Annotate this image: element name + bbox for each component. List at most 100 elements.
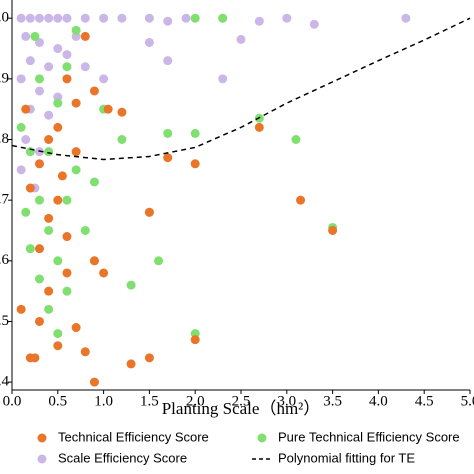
legend-label: Scale Efficiency Score [58,450,187,465]
y-tick-label: 0.8 [0,131,9,147]
point [254,16,264,26]
y-tick-label: 0.4 [0,374,10,390]
point [296,195,306,205]
point [80,62,90,72]
point [328,225,338,235]
point [16,13,26,23]
point [57,171,67,181]
point [99,13,109,23]
point [190,335,200,345]
point [62,195,72,205]
point [144,13,154,23]
point [71,165,81,175]
point [16,165,26,175]
x-axis-title: Planting Scale（hm²） [162,399,321,418]
point [163,153,173,163]
x-tick-label: 5.0 [461,393,474,409]
point [30,31,40,41]
point [282,13,292,23]
x-tick-label: 3.0 [277,393,296,409]
point [144,37,154,47]
point [154,256,164,266]
point [53,122,63,132]
point [62,62,72,72]
point [30,353,40,363]
legend-label: Pure Technical Efficiency Score [278,429,460,444]
point [80,13,90,23]
point [34,86,44,96]
y-tick-label: 0.7 [0,192,10,208]
point [25,244,35,254]
point [99,74,109,84]
point [16,122,26,132]
x-tick-label: 1.0 [94,393,113,409]
point [44,225,54,235]
legend-label: Technical Efficiency Score [58,429,209,444]
point [34,74,44,84]
point [25,13,35,23]
point [21,207,31,217]
point [163,56,173,66]
y-tick-label: 1.0 [0,10,9,26]
point [218,13,228,23]
x-tick-label: 2.5 [232,393,251,409]
point [53,44,63,54]
point [309,19,319,29]
legend-swatch [37,433,47,443]
point [21,135,31,145]
point [34,244,44,254]
point [126,359,136,369]
x-tick-label: 1.5 [140,393,159,409]
point [163,128,173,138]
point [126,280,136,290]
x-tick-label: 2.0 [186,393,205,409]
point [254,122,264,132]
point [89,86,99,96]
point [44,110,54,120]
point [21,104,31,114]
point [53,98,63,108]
point [117,13,127,23]
point [34,195,44,205]
point [218,74,228,84]
point [144,207,154,217]
y-tick-label: 0.6 [0,252,10,268]
point [117,135,127,145]
point [99,268,109,278]
legend-swatch [37,454,47,464]
x-tick-label: 0.5 [48,393,67,409]
point [89,377,99,387]
point [34,274,44,284]
point [190,13,200,23]
point [190,128,200,138]
point [236,34,246,44]
point [34,13,44,23]
y-tick-label: 0.9 [0,70,9,86]
point [62,13,72,23]
point [401,13,411,23]
point [44,213,54,223]
point [163,16,173,26]
point [62,50,72,60]
point [44,147,54,157]
x-tick-label: 0.0 [3,393,22,409]
point [181,13,191,23]
point [16,74,26,84]
point [44,286,54,296]
x-tick-label: 4.0 [369,393,388,409]
point [34,159,44,169]
point [89,256,99,266]
point [80,347,90,357]
point [34,316,44,326]
point [144,353,154,363]
point [53,256,63,266]
legend-swatch [257,433,267,443]
point [53,13,63,23]
point [190,159,200,169]
point [89,177,99,187]
point [291,135,301,145]
x-tick-label: 3.5 [323,393,342,409]
point [53,195,63,205]
point [62,232,72,242]
